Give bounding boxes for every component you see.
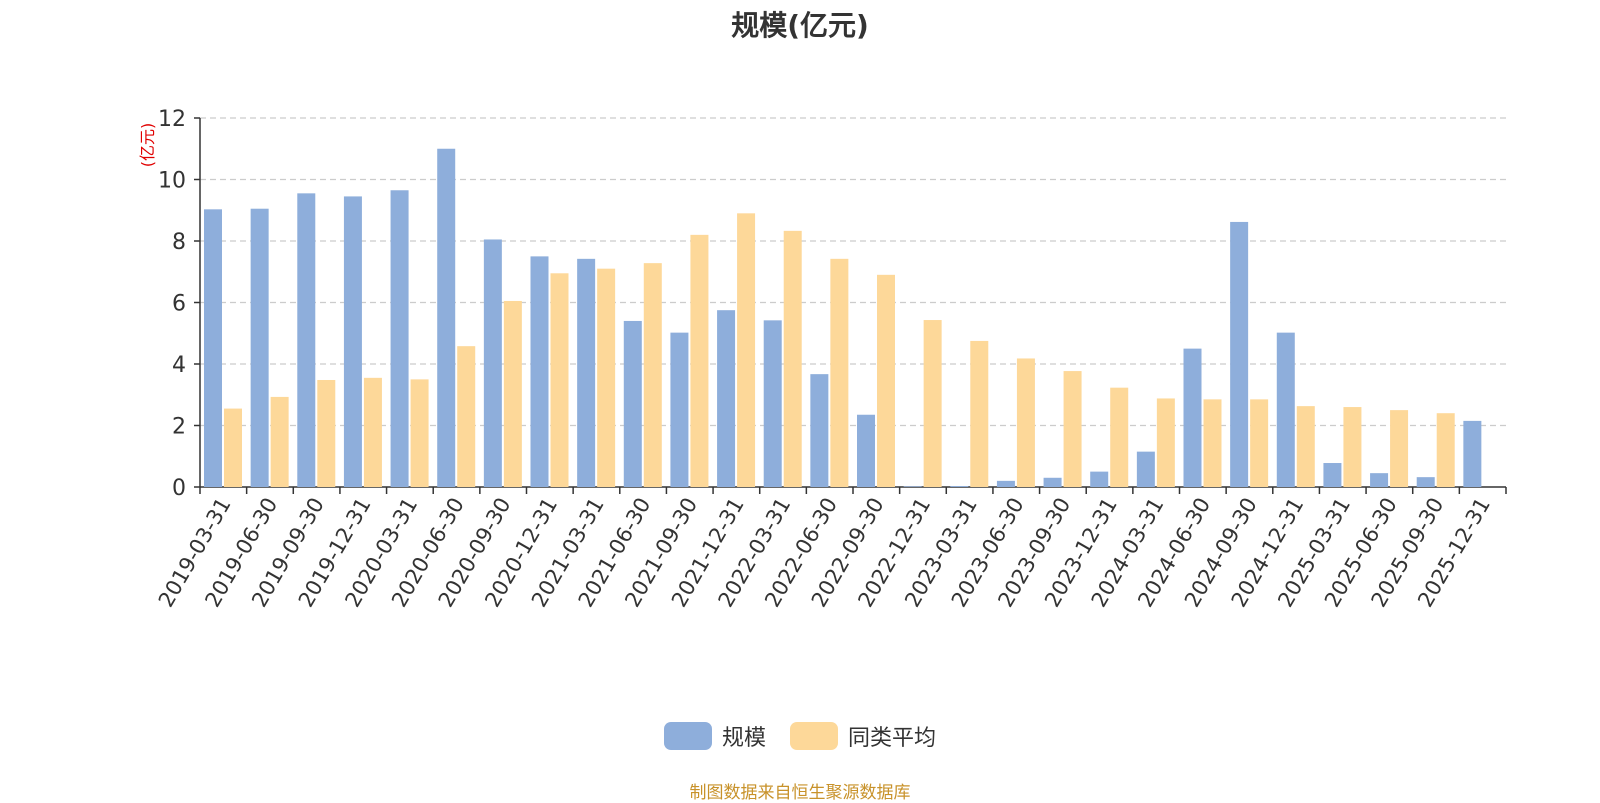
bar-scale	[623, 320, 642, 487]
bar-peer-average	[1110, 387, 1129, 487]
bar-scale	[1370, 473, 1389, 487]
legend: 规模 同类平均	[0, 720, 1600, 752]
y-tick-label: 2	[172, 415, 186, 440]
bar-peer-average	[1016, 358, 1035, 487]
bar-peer-average	[1296, 406, 1315, 487]
bar-peer-average	[643, 263, 662, 487]
bar-scale	[996, 480, 1015, 487]
bar-peer-average	[550, 273, 569, 487]
legend-item-peer-average[interactable]: 同类平均	[790, 720, 936, 752]
bar-scale	[1323, 463, 1342, 487]
bar-peer-average	[1343, 407, 1362, 487]
bar-peer-average	[1063, 371, 1082, 487]
y-tick-label: 4	[172, 353, 186, 378]
bar-scale	[204, 209, 222, 487]
chart-title: 规模(亿元)	[731, 9, 869, 42]
bar-scale	[1276, 332, 1295, 487]
y-tick-label: 10	[158, 169, 186, 194]
bar-peer-average	[503, 300, 522, 487]
bar-peer-average	[783, 230, 802, 488]
bar-scale	[903, 486, 922, 487]
bar-scale	[950, 486, 969, 487]
bar-peer-average	[923, 320, 942, 487]
bar-peer-average	[597, 268, 616, 487]
bar-peer-average	[1436, 413, 1455, 487]
legend-label-scale: 规模	[721, 726, 766, 751]
y-tick-label: 8	[172, 230, 186, 255]
bar-peer-average	[1250, 399, 1269, 487]
y-tick-label: 6	[172, 292, 186, 317]
legend-swatch-peer-average	[790, 722, 838, 750]
bar-peer-average	[457, 346, 476, 487]
bar-scale	[1416, 477, 1435, 487]
bar-peer-average	[270, 396, 289, 487]
bar-scale	[250, 208, 269, 487]
bar-chart: 0246810122019-03-312019-06-302019-09-302…	[154, 107, 1507, 611]
data-source-note: 制图数据来自恒生聚源数据库	[689, 783, 911, 803]
bar-peer-average	[830, 258, 849, 487]
bar-peer-average	[737, 213, 756, 487]
bar-peer-average	[410, 379, 429, 487]
bar-scale	[763, 320, 782, 487]
bar-peer-average	[1390, 410, 1409, 487]
bar-scale	[1230, 221, 1249, 487]
bar-scale	[297, 193, 316, 487]
y-tick-label: 12	[158, 107, 186, 132]
bar-scale	[1043, 477, 1062, 487]
bar-peer-average	[1156, 398, 1175, 487]
bar-peer-average	[224, 408, 242, 487]
bar-scale	[483, 239, 502, 487]
legend-swatch-scale	[663, 722, 712, 750]
bar-scale	[857, 414, 875, 487]
bar-peer-average	[877, 274, 895, 487]
bar-scale	[390, 190, 409, 487]
legend-label-peer-average: 同类平均	[848, 726, 937, 751]
bar-scale	[810, 374, 829, 487]
y-tick-label: 0	[172, 476, 186, 501]
bar-peer-average	[1203, 399, 1222, 487]
legend-item-scale[interactable]: 规模	[663, 720, 766, 752]
bar-scale	[717, 310, 736, 487]
bar-peer-average	[690, 234, 709, 487]
bar-scale	[530, 256, 549, 487]
bar-scale	[1183, 348, 1202, 487]
bar-scale	[437, 148, 456, 487]
bar-peer-average	[363, 377, 382, 487]
bar-scale	[1463, 420, 1482, 487]
bar-scale	[670, 332, 689, 487]
bar-peer-average	[970, 340, 989, 487]
bar-scale	[1136, 451, 1155, 487]
bar-scale	[577, 258, 596, 487]
bar-peer-average	[317, 379, 336, 487]
bar-scale	[1090, 471, 1109, 487]
bar-scale	[343, 196, 362, 487]
